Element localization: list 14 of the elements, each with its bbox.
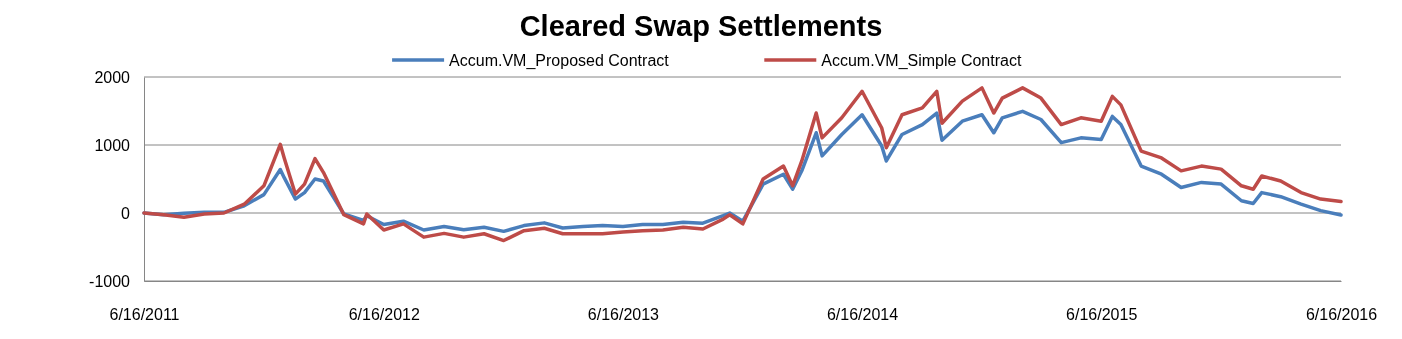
legend-label: Accum.VM_Proposed Contract (449, 52, 670, 70)
x-tick-label: 6/16/2014 (826, 306, 899, 324)
y-tick-label: 2000 (94, 68, 131, 86)
x-tick-label: 6/16/2016 (1305, 306, 1378, 324)
y-tick-label: 0 (121, 204, 131, 222)
y-tick-label: -1000 (89, 272, 131, 290)
x-tick-label: 6/16/2011 (109, 306, 180, 324)
x-tick-label: 6/16/2012 (348, 306, 420, 324)
x-tick-label: 6/16/2013 (587, 306, 660, 324)
line-series (142, 86, 1343, 243)
y-tick-label: 1000 (94, 136, 131, 154)
legend-label: Accum.VM_Simple Contract (821, 52, 1022, 70)
chart-title: Cleared Swap Settlements (519, 10, 883, 42)
x-tick-label: 6/16/2015 (1066, 306, 1138, 324)
